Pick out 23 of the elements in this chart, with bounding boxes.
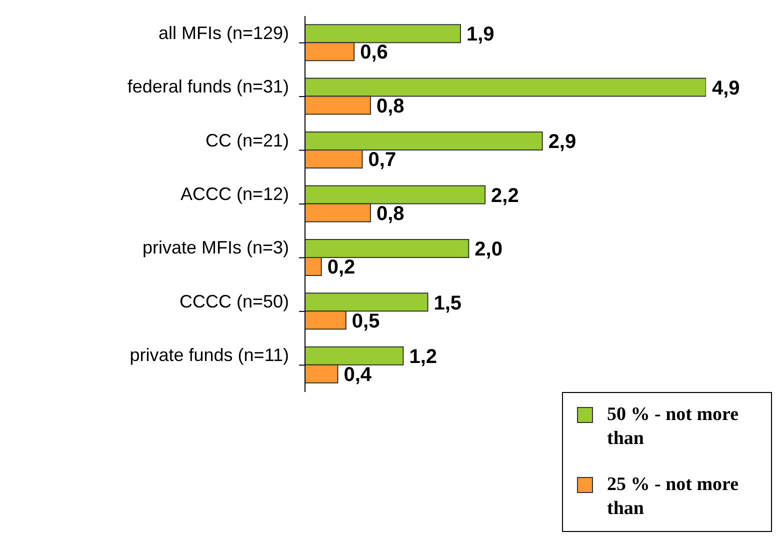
data-label: 0,8 (376, 202, 404, 225)
y-tick-label: all MFIs (n=129) (158, 22, 289, 43)
legend-label: 25 % - not more than (607, 473, 740, 521)
y-tick-label: private MFIs (n=3) (142, 238, 289, 258)
data-label: 0,4 (344, 364, 372, 386)
y-tick-label: CC (n=21) (205, 130, 289, 150)
data-label: 1,2 (409, 346, 438, 368)
data-label: 2,2 (491, 184, 519, 207)
data-label: 0,6 (360, 42, 388, 64)
data-label: 2,0 (474, 238, 502, 261)
y-tick-label: CCCC (n=50) (179, 291, 289, 312)
data-label: 4,9 (712, 77, 740, 100)
data-label: 1,9 (466, 24, 494, 46)
y-tick-label: federal funds (n=31) (127, 76, 289, 97)
data-label: 0,8 (376, 95, 404, 118)
data-label: 0,7 (368, 149, 396, 172)
legend-label: 50 % - not more than (607, 403, 740, 451)
y-tick-label: private funds (n=11) (130, 345, 289, 366)
data-label: 1,5 (434, 292, 462, 314)
data-label: 0,5 (352, 310, 380, 332)
y-tick-label: ACCC (n=12) (180, 184, 289, 204)
data-label: 2,9 (548, 131, 576, 154)
data-label: 0,2 (327, 256, 356, 279)
